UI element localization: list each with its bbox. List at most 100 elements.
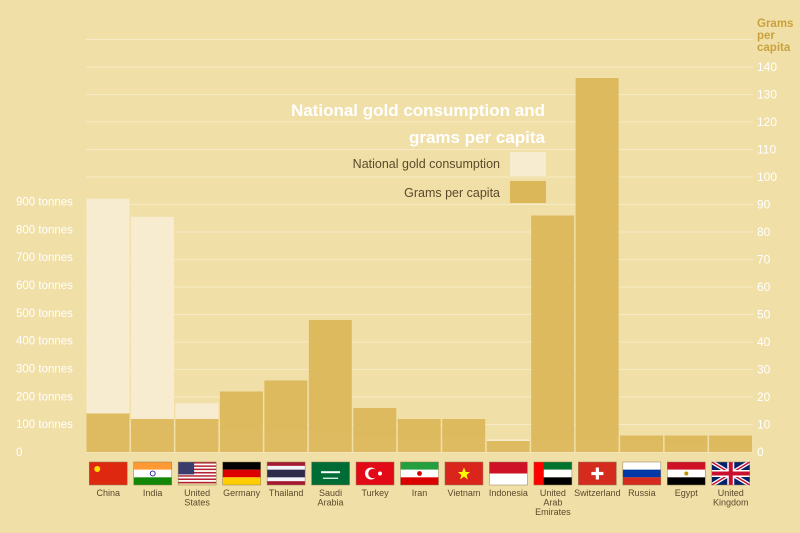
flag-part xyxy=(133,469,172,478)
right-tick-label: 90 xyxy=(757,198,771,212)
per-capita-bar-thailand xyxy=(264,380,308,452)
chart-title-line: grams per capita xyxy=(409,128,546,147)
flag-eagle xyxy=(684,471,689,476)
flag-part xyxy=(489,473,528,485)
united-kingdom-flag xyxy=(710,460,751,487)
legend-swatch-consumption xyxy=(510,152,546,176)
right-axis-label: capita xyxy=(757,42,791,54)
germany-flag xyxy=(222,461,261,486)
flag-script xyxy=(321,471,341,474)
chart-title-line: National gold consumption and xyxy=(291,101,545,120)
iran-flag xyxy=(400,461,439,486)
flag-cross xyxy=(591,471,604,476)
category-label: Switzerland xyxy=(574,488,621,498)
right-tick-label: 120 xyxy=(757,115,777,129)
russia-flag xyxy=(622,461,662,486)
left-tick-label: 0 xyxy=(16,447,22,459)
flag-part xyxy=(133,462,172,470)
right-tick-label: 30 xyxy=(757,363,771,377)
flag-part xyxy=(667,462,706,470)
per-capita-bar-switzerland xyxy=(575,78,619,452)
saudi-arabia-flag xyxy=(311,461,350,486)
flag-crescent-cut xyxy=(368,468,378,479)
consumption-bar-china xyxy=(86,198,130,452)
category-label: Egypt xyxy=(675,488,699,498)
flag-part xyxy=(133,477,172,485)
category-label: Vietnam xyxy=(448,488,481,498)
bars xyxy=(86,78,752,452)
category-label: Thailand xyxy=(269,488,304,498)
flag-stripe xyxy=(178,463,217,466)
flag-part xyxy=(533,462,572,470)
uae-flag xyxy=(533,461,573,486)
flag-border xyxy=(133,461,172,486)
category-label: Indonesia xyxy=(489,488,528,498)
flag-star xyxy=(94,466,101,472)
right-tick-label: 10 xyxy=(757,418,771,432)
flag-border xyxy=(177,461,217,486)
right-tick-label: 140 xyxy=(757,60,777,74)
right-tick-label: 50 xyxy=(757,308,771,322)
flag-border xyxy=(444,461,484,486)
flag-part xyxy=(89,462,128,485)
flag-part xyxy=(622,469,661,478)
indonesia-flag xyxy=(489,461,528,486)
left-tick-label: 500 tonnes xyxy=(16,308,73,320)
left-tick-label: 200 tonnes xyxy=(16,391,73,403)
per-capita-bar-indonesia xyxy=(486,441,530,452)
flag-border xyxy=(222,461,261,486)
per-capita-bar-uae xyxy=(531,215,575,452)
flag-stripe xyxy=(178,462,217,464)
right-tick-label: 20 xyxy=(757,390,771,404)
per-capita-bar-india xyxy=(130,419,174,452)
thailand-flag xyxy=(266,461,306,486)
left-tick-label: 400 tonnes xyxy=(16,336,73,348)
right-axis-label: Grams xyxy=(757,18,793,30)
flag-star xyxy=(457,467,470,480)
flag-part xyxy=(222,462,261,470)
per-capita-bar-turkey xyxy=(353,408,397,452)
egypt-flag xyxy=(667,461,706,486)
flag-part xyxy=(222,477,261,485)
category-label: United xyxy=(540,488,566,498)
flag-border xyxy=(667,461,706,486)
left-tick-label: 100 tonnes xyxy=(16,419,73,431)
flag-part xyxy=(667,477,706,485)
left-tick-label: 300 tonnes xyxy=(16,364,73,376)
category-label: Arabia xyxy=(318,498,344,508)
right-axis-label: per xyxy=(757,30,775,42)
per-capita-bar-egypt xyxy=(664,435,708,452)
flag-stripe xyxy=(178,476,217,479)
left-axis: 0 100 tonnes 200 tonnes 300 tonnes 400 tonne… xyxy=(16,197,73,460)
flag-part xyxy=(622,477,661,485)
flag-border xyxy=(88,461,128,486)
flag-emblem xyxy=(417,471,422,476)
per-capita-bar-germany xyxy=(219,391,263,452)
flag-border xyxy=(622,461,662,486)
flag-cross-red xyxy=(711,471,750,476)
right-tick-label: 100 xyxy=(757,170,777,184)
category-label: Emirates xyxy=(535,507,571,517)
flag-part xyxy=(533,477,572,485)
flag-stripe xyxy=(178,468,217,471)
india-flag xyxy=(133,461,172,486)
per-capita-bar-vietnam xyxy=(442,419,486,452)
flag-stripe xyxy=(178,481,217,484)
category-label: India xyxy=(143,488,163,498)
category-label: Kingdom xyxy=(713,498,749,508)
left-tick-label: 700 tonnes xyxy=(16,252,73,264)
flag-stripe xyxy=(178,480,217,482)
category-label: United xyxy=(184,488,210,498)
category-label: Arab xyxy=(543,498,562,508)
right-tick-label: 70 xyxy=(757,253,771,267)
grid-lines xyxy=(86,39,753,453)
category-label: States xyxy=(184,498,210,508)
flag-border xyxy=(578,461,617,486)
flag-part xyxy=(622,462,661,470)
flag-stripe xyxy=(178,470,217,472)
per-capita-bar-china xyxy=(86,413,130,452)
flag-stripe xyxy=(178,475,217,477)
vietnam-flag xyxy=(444,461,484,486)
